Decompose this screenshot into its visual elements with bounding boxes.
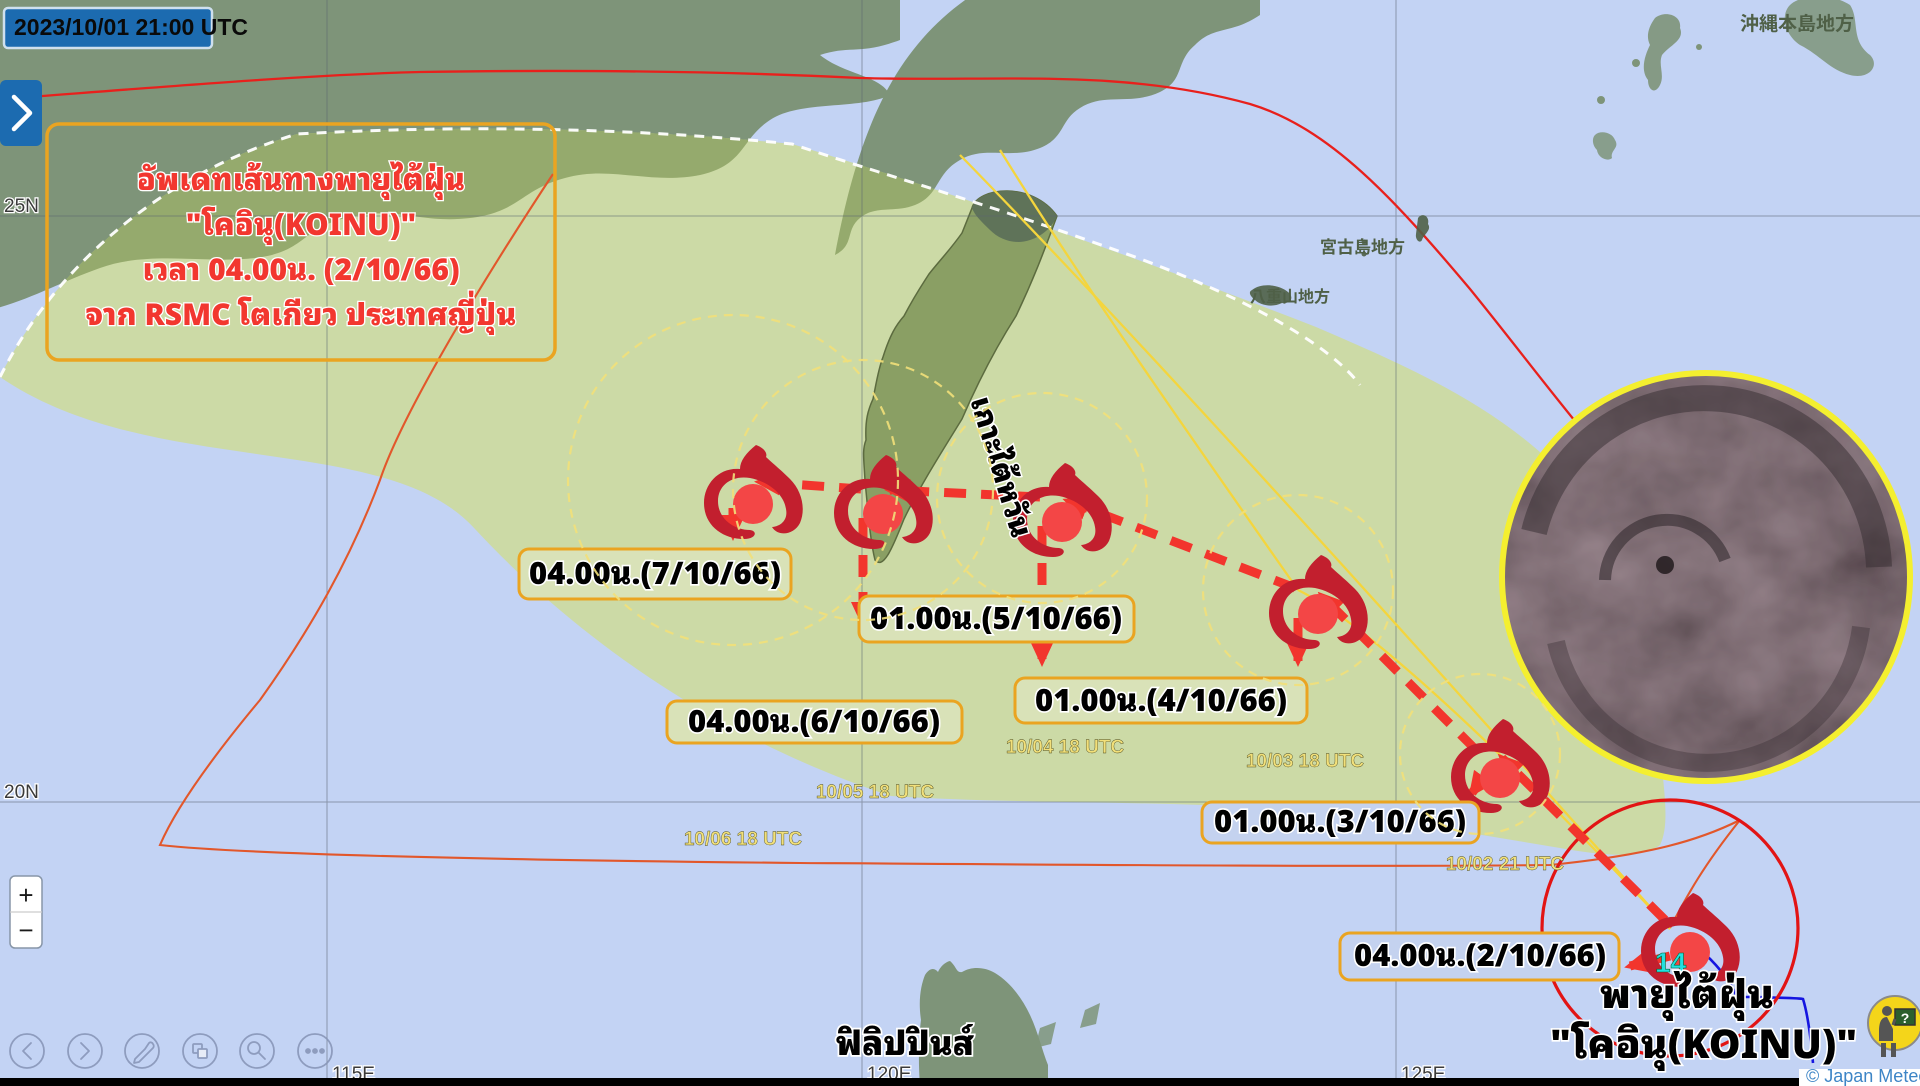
- svg-text:04.00น.(2/10/66): 04.00น.(2/10/66): [1354, 927, 1606, 977]
- svg-text:+: +: [18, 880, 33, 910]
- svg-text:沖縄本島地方: 沖縄本島地方: [1740, 9, 1854, 36]
- svg-text:10/05 18 UTC: 10/05 18 UTC: [816, 782, 935, 803]
- svg-text:10/04 18 UTC: 10/04 18 UTC: [1006, 737, 1125, 758]
- svg-text:25N: 25N: [4, 196, 39, 217]
- svg-text:01.00น.(5/10/66): 01.00น.(5/10/66): [870, 590, 1122, 640]
- svg-text:© Japan Meteorolog: © Japan Meteorolog: [1806, 1066, 1920, 1086]
- svg-text:10/03 18 UTC: 10/03 18 UTC: [1246, 751, 1365, 772]
- svg-text:ฟิลิปปินส์: ฟิลิปปินส์: [836, 1012, 975, 1067]
- svg-text:10/06 18 UTC: 10/06 18 UTC: [684, 829, 803, 850]
- svg-text:04.00น.(7/10/66): 04.00น.(7/10/66): [529, 545, 781, 595]
- svg-text:20N: 20N: [4, 782, 39, 803]
- svg-text:"โคอินุ(KOINU)": "โคอินุ(KOINU)": [186, 197, 416, 246]
- svg-text:จาก RSMC โตเกียว ประเทศญี่ปุ่น: จาก RSMC โตเกียว ประเทศญี่ปุ่น: [86, 287, 517, 336]
- svg-text:เวลา 04.00น. (2/10/66): เวลา 04.00น. (2/10/66): [142, 242, 459, 291]
- svg-text:"โคอินุ(KOINU)": "โคอินุ(KOINU)": [1550, 1008, 1857, 1072]
- svg-text:−: −: [18, 915, 33, 945]
- svg-text:อัพเดทเส้นทางพายุไต้ฝุ่น: อัพเดทเส้นทางพายุไต้ฝุ่น: [137, 152, 465, 201]
- svg-text:04.00น.(6/10/66): 04.00น.(6/10/66): [688, 693, 940, 743]
- svg-text:01.00น.(4/10/66): 01.00น.(4/10/66): [1035, 672, 1287, 722]
- svg-text:10/02 21 UTC: 10/02 21 UTC: [1446, 854, 1565, 875]
- svg-text:?: ?: [1901, 1010, 1910, 1026]
- svg-text:01.00น.(3/10/66): 01.00น.(3/10/66): [1214, 793, 1466, 843]
- svg-text:2023/10/01 21:00 UTC: 2023/10/01 21:00 UTC: [14, 14, 248, 40]
